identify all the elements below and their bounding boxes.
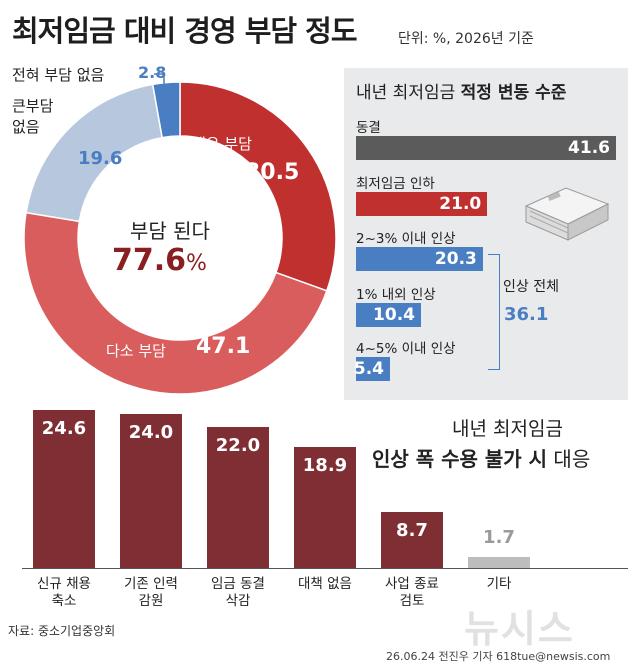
vbar [33,410,95,568]
slice-none [151,81,181,139]
center-value-number: 77.6 [112,243,187,278]
group-bracket [488,254,500,370]
value-none: 2.8 [138,63,167,82]
value-some: 47.1 [196,334,251,359]
vbar-category-label: 기타 [486,576,512,592]
unit-note: 단위: %, 2026년 기준 [398,31,534,47]
hbar-label: 4~5% 이내 인상 [356,341,456,357]
hbar-label: 2~3% 이내 인상 [356,231,456,247]
lower-title-normal: 대응 [553,447,591,471]
hbar-value: 41.6 [568,138,610,158]
hbar: 41.6 [356,136,616,160]
value-little: 19.6 [78,148,123,169]
hbar-value: 20.3 [434,249,477,269]
hbar: 20.3 [356,247,483,271]
label-very: 매우 부담 [192,135,252,153]
vbar [468,557,530,568]
vbar [120,413,182,568]
group-label: 인상 전체 [503,279,559,295]
panel-title: 내년 최저임금 적정 변동 수준 [356,78,566,103]
donut-center-value: 77.6% [112,243,207,278]
vbar-value: 8.7 [396,520,428,542]
donut-chart [23,81,337,395]
value-very: 30.5 [245,160,300,185]
label-little: 큰부담 없음 [12,97,54,136]
hbar-label: 동결 [356,120,381,136]
vbar-category-label: 임금 동결 삭감 [211,576,265,609]
vbar-value: 1.7 [483,527,515,549]
panel-title-normal: 내년 최저임금 [356,83,456,103]
hbar: 10.4 [356,303,421,327]
lower-title-line1: 내년 최저임금 [452,418,563,440]
vbar-value: 18.9 [302,454,348,476]
hbar-value: 5.4 [353,359,384,379]
group-value: 36.1 [504,304,549,325]
center-value-unit: % [186,251,207,276]
hbar: 5.4 [353,357,390,381]
source-text: 자료: 중소기업중앙회 [8,624,116,638]
vbar-value: 24.6 [41,418,87,439]
hbar-value: 21.0 [439,194,482,214]
lower-title-line2: 인상 폭 수용 불가 시 대응 [372,443,590,472]
donut-center-label: 부담 된다 [130,219,210,243]
lower-title-bold: 인상 폭 수용 불가 시 [372,447,548,471]
vbar [381,512,443,568]
page-title: 최저임금 대비 경영 부담 정도 [12,14,358,48]
newsis-logo: 뉴시스 [464,607,575,651]
vbar-value: 24.0 [128,421,174,443]
hbar-label: 1% 내외 인상 [356,287,436,303]
adjustment-panel: 내년 최저임금 적정 변동 수준 동결 41.6 최저임금 인하 21.0 2~3% 이… [344,68,628,400]
slice-very [179,81,337,292]
credit-text: 26.06.24 전진우 기자 618tue@newsis.com [386,650,611,663]
leader-line-none [154,73,165,98]
vbar [294,446,356,568]
label-some: 다소 부담 [106,342,166,360]
hbar-value: 10.4 [373,305,415,325]
hbar-label: 최저임금 인하 [356,176,435,192]
vbar-category-label: 기존 인력 감원 [124,576,178,609]
x-axis-line [22,568,628,569]
vbar [207,426,269,568]
vbar-category-label: 사업 종료 검토 [385,576,439,609]
vbar-category-label: 대책 없음 [298,576,352,592]
vbar-value: 22.0 [215,434,261,456]
vbar-category-label: 신규 채용 축소 [37,576,91,609]
hbar: 21.0 [356,192,488,216]
slice-some [23,211,328,395]
money-bundle-icon [524,187,610,241]
panel-title-bold: 적정 변동 수준 [460,83,567,103]
label-none: 전혀 부담 없음 [12,66,105,84]
